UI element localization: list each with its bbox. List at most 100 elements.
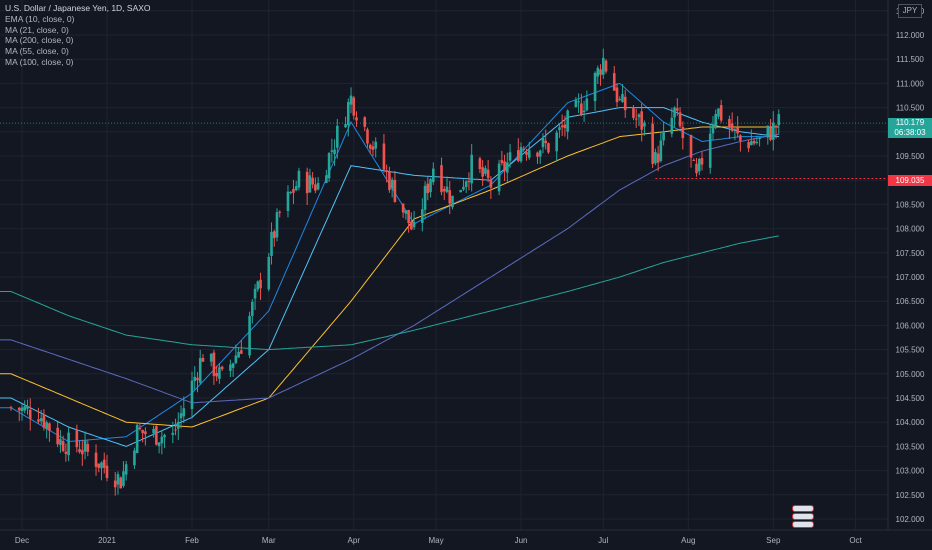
time-axis[interactable]: Dec 2021 Feb Mar Apr May Jun Jul Aug Sep Oct: [15, 536, 863, 545]
indicator-ma21[interactable]: MA (21, close, 0): [5, 24, 69, 35]
level-price-label: 109.035: [888, 175, 932, 186]
candle-body: [297, 170, 301, 188]
candle-body: [695, 163, 698, 174]
price-tick-label: 103.500: [896, 442, 925, 451]
candle-body: [481, 167, 484, 177]
candle-body: [508, 152, 512, 161]
indicator-ema10[interactable]: EMA (10, close, 0): [5, 13, 75, 24]
candle-body: [81, 450, 84, 455]
candle-body: [124, 464, 128, 475]
event-flag-icon[interactable]: [792, 505, 814, 512]
candle-body: [621, 94, 624, 102]
candle-body: [152, 428, 155, 434]
chart-legend: U.S. Dollar / Japanese Yen, 1D, SAXO EMA…: [5, 3, 151, 68]
candle-body: [119, 477, 123, 489]
candle-body: [596, 68, 600, 77]
price-tick-label: 103.000: [896, 467, 925, 476]
candle-body: [555, 132, 558, 152]
candle-body: [431, 168, 435, 183]
price-tick-label: 111.500: [896, 55, 924, 64]
candle-body: [209, 353, 213, 362]
candle-body: [349, 95, 353, 105]
candle-body: [256, 281, 260, 290]
candle-body: [717, 108, 720, 117]
candle-body: [566, 110, 569, 132]
candle-body: [519, 147, 523, 162]
price-axis-panel: [888, 0, 932, 530]
candle-body: [171, 432, 175, 435]
candle-body: [700, 158, 704, 165]
candle-body: [448, 190, 452, 204]
price-tick-label: 102.000: [896, 515, 925, 524]
candle-body: [122, 471, 125, 486]
indicator-ma200[interactable]: MA (200, close, 0): [5, 35, 74, 46]
time-tick-label: Feb: [185, 536, 199, 545]
price-tick-label: 106.500: [896, 297, 925, 306]
candle-body: [637, 114, 641, 118]
candle-body: [486, 169, 490, 179]
candle-body: [346, 102, 350, 126]
symbol-title[interactable]: U.S. Dollar / Japanese Yen, 1D, SAXO: [5, 3, 151, 13]
event-flag-icon[interactable]: [792, 513, 814, 520]
price-tick-label: 105.500: [896, 346, 925, 355]
candle-body: [574, 100, 578, 108]
time-tick-label: Dec: [15, 536, 29, 545]
candle-body: [237, 351, 240, 358]
price-tick-label: 104.000: [896, 418, 925, 427]
candle-body: [393, 179, 397, 202]
candle-body: [544, 140, 548, 144]
candle-body: [86, 444, 90, 452]
time-tick-label: Aug: [681, 536, 695, 545]
candle-body: [327, 153, 331, 179]
economic-events-icon[interactable]: [792, 505, 816, 529]
candle-body: [697, 158, 701, 172]
candle-body: [26, 406, 29, 409]
candle-body: [689, 134, 693, 158]
candle-body: [179, 413, 183, 419]
candle-body: [234, 355, 238, 363]
candle-body: [45, 422, 48, 429]
currency-unit-button[interactable]: JPY: [898, 4, 922, 18]
candle-body: [769, 127, 772, 140]
candle-body: [344, 124, 347, 128]
indicator-ma55[interactable]: MA (55, close, 0): [5, 46, 69, 57]
candle-body: [39, 418, 43, 422]
candle-body: [426, 183, 430, 194]
candle-body: [585, 98, 589, 111]
grid: [0, 0, 888, 530]
candle-body: [662, 131, 665, 141]
candle-body: [547, 143, 550, 153]
candle-body: [390, 179, 394, 189]
candle-body: [355, 117, 358, 121]
candle-body: [292, 188, 295, 193]
candle-body: [374, 141, 378, 149]
event-flag-icon[interactable]: [792, 521, 814, 528]
candle-body: [102, 459, 106, 468]
candle-body: [404, 210, 408, 214]
candle-body: [56, 427, 59, 445]
candle-body: [163, 434, 166, 438]
candle-body: [253, 288, 257, 299]
candle-body: [363, 117, 367, 127]
candle-body: [83, 440, 87, 452]
time-tick-label: 2021: [98, 536, 116, 545]
candle-body: [739, 135, 742, 141]
candle-body: [451, 195, 454, 208]
candle-body: [421, 209, 424, 223]
candle-body: [67, 432, 70, 456]
price-tick-label: 107.500: [896, 249, 925, 258]
time-tick-label: May: [428, 536, 443, 545]
candle-body: [401, 203, 405, 213]
indicator-ma100[interactable]: MA (100, close, 0): [5, 56, 74, 67]
price-tick-label: 102.500: [896, 491, 925, 500]
candle-body: [755, 142, 759, 144]
time-tick-label: Apr: [348, 536, 361, 545]
candle-body: [193, 376, 197, 382]
price-tick-label: 111.000: [896, 79, 924, 88]
candle-body: [289, 192, 293, 194]
candle-body: [138, 427, 142, 430]
price-tick-label: 104.500: [896, 394, 925, 403]
candle-body: [294, 186, 298, 191]
